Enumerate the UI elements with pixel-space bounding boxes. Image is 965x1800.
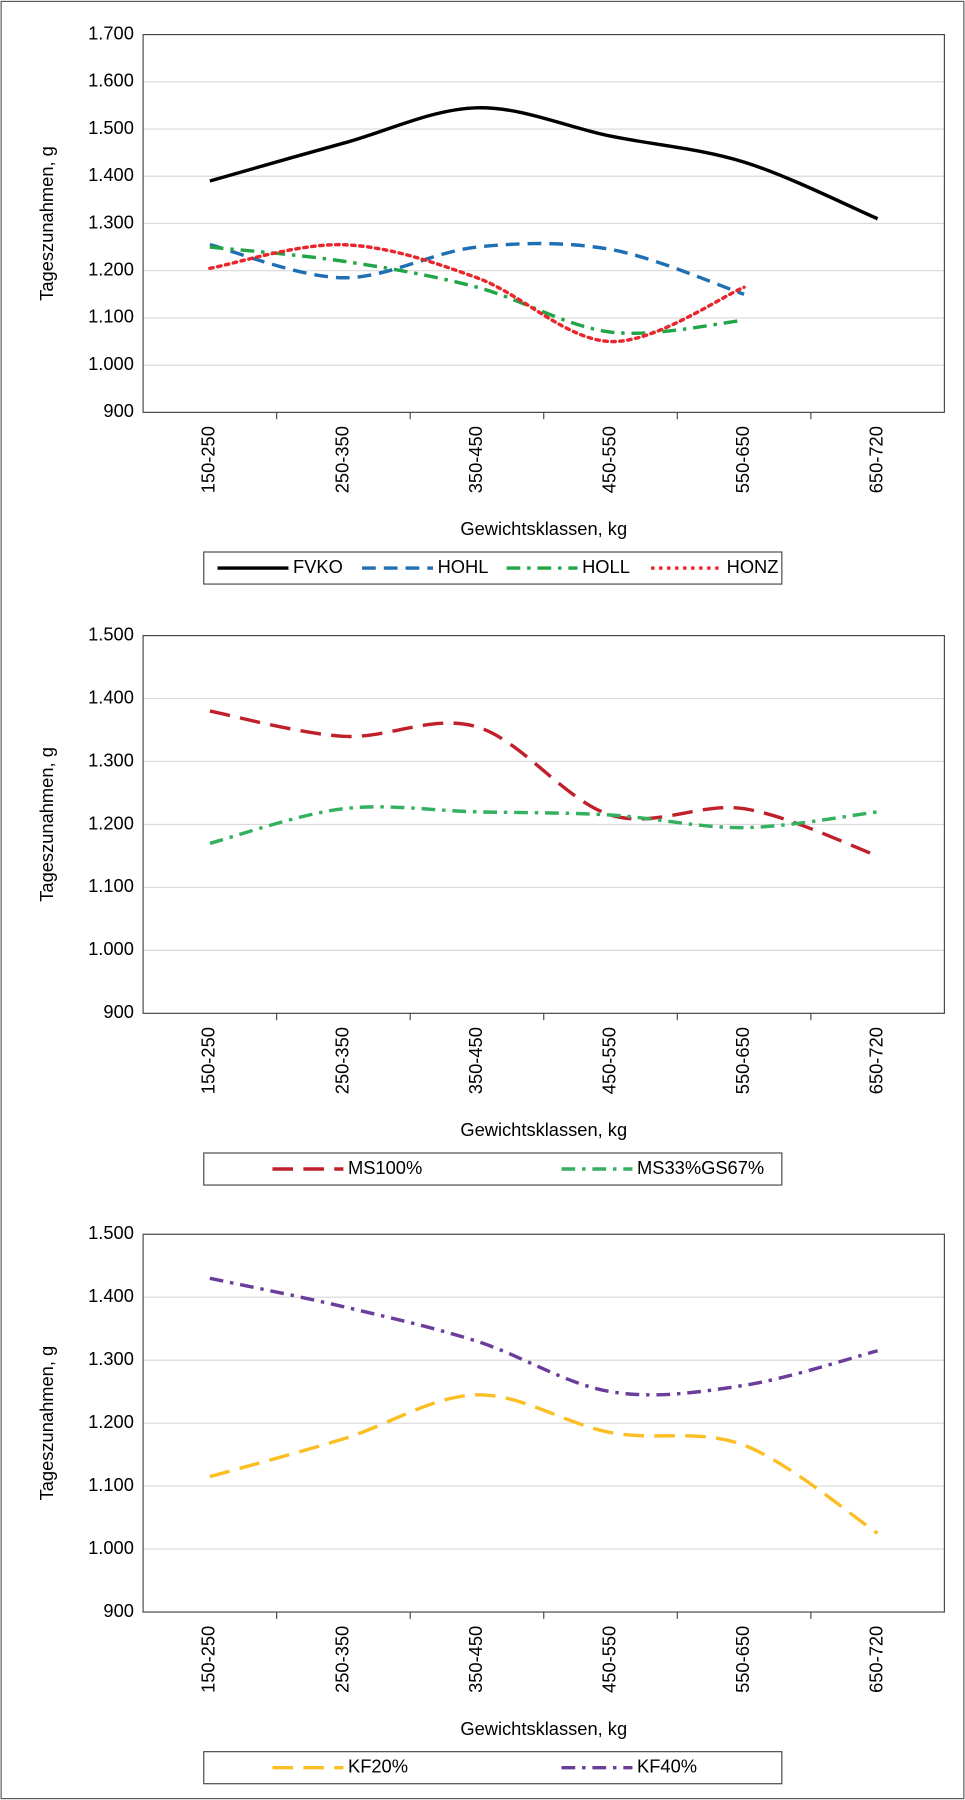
y-axis-title: Tageszunahmen, g bbox=[36, 747, 57, 902]
legend-box bbox=[203, 1152, 783, 1186]
y-tick-label: 1.500 bbox=[88, 1222, 134, 1243]
series-line bbox=[209, 245, 745, 335]
y-axis-title: Tageszunahmen, g bbox=[36, 146, 57, 301]
x-tick-label: 550-650 bbox=[732, 426, 753, 493]
y-tick-label: 1.500 bbox=[88, 117, 134, 138]
legend-label: KF20% bbox=[348, 1756, 408, 1777]
x-axis-title: Gewichtsklassen, kg bbox=[460, 518, 627, 539]
x-tick-label: 350-450 bbox=[465, 426, 486, 493]
series-line bbox=[209, 1276, 879, 1397]
series-line bbox=[209, 106, 879, 221]
y-tick-label: 900 bbox=[103, 1001, 134, 1022]
y-tick-label: 1.400 bbox=[88, 164, 134, 185]
legend-label: MS100% bbox=[348, 1157, 422, 1178]
legend-label: FVKO bbox=[293, 556, 343, 577]
legend-label: HOLL bbox=[582, 556, 630, 577]
x-tick-label: 650-720 bbox=[865, 426, 886, 493]
x-tick-label: 350-450 bbox=[465, 1626, 486, 1693]
series-line bbox=[209, 241, 745, 296]
y-tick-label: 1.300 bbox=[88, 211, 134, 232]
y-tick-label: 1.200 bbox=[88, 259, 134, 280]
y-tick-label: 1.000 bbox=[88, 353, 134, 374]
x-axis-title: Gewichtsklassen, kg bbox=[460, 1718, 627, 1739]
y-tick-label: 1.200 bbox=[88, 812, 134, 833]
y-tick-label: 1.200 bbox=[88, 1411, 134, 1432]
y-tick-label: 1.000 bbox=[88, 938, 134, 959]
y-tick-label: 1.100 bbox=[88, 875, 134, 896]
y-tick-label: 1.400 bbox=[88, 686, 134, 707]
x-tick-label: 450-550 bbox=[598, 1626, 619, 1693]
x-tick-label: 250-350 bbox=[331, 1626, 352, 1693]
legend-label: HONZ bbox=[727, 556, 779, 577]
y-tick-label: 1.400 bbox=[88, 1285, 134, 1306]
x-axis-title: Gewichtsklassen, kg bbox=[460, 1119, 627, 1140]
legend-label: HOHL bbox=[438, 556, 489, 577]
y-tick-label: 1.100 bbox=[88, 1474, 134, 1495]
x-tick-label: 550-650 bbox=[732, 1626, 753, 1693]
x-tick-label: 350-450 bbox=[465, 1027, 486, 1094]
x-tick-label: 450-550 bbox=[598, 1027, 619, 1094]
y-tick-label: 1.300 bbox=[88, 1348, 134, 1369]
legend-box bbox=[203, 551, 783, 585]
y-tick-label: 1.100 bbox=[88, 306, 134, 327]
x-tick-label: 150-250 bbox=[198, 426, 219, 493]
y-tick-label: 1.700 bbox=[88, 22, 134, 43]
y-tick-label: 1.500 bbox=[88, 623, 134, 644]
x-tick-label: 450-550 bbox=[598, 426, 619, 493]
legend-box bbox=[203, 1751, 783, 1785]
x-tick-label: 250-350 bbox=[331, 1027, 352, 1094]
y-axis-title: Tageszunahmen, g bbox=[36, 1346, 57, 1501]
x-tick-label: 250-350 bbox=[331, 426, 352, 493]
x-tick-label: 150-250 bbox=[198, 1626, 219, 1693]
legend-label: MS33%GS67% bbox=[637, 1157, 764, 1178]
x-tick-label: 150-250 bbox=[198, 1027, 219, 1094]
series-line bbox=[209, 1393, 879, 1535]
y-tick-label: 1.300 bbox=[88, 749, 134, 770]
x-tick-label: 550-650 bbox=[732, 1027, 753, 1094]
y-tick-label: 1.600 bbox=[88, 70, 134, 91]
y-tick-label: 900 bbox=[103, 1600, 134, 1621]
x-tick-label: 650-720 bbox=[865, 1027, 886, 1094]
y-tick-label: 900 bbox=[103, 400, 134, 421]
y-tick-label: 1.000 bbox=[88, 1537, 134, 1558]
x-tick-label: 650-720 bbox=[865, 1626, 886, 1693]
legend-label: KF40% bbox=[637, 1756, 697, 1777]
series-line bbox=[208, 242, 746, 344]
series-line bbox=[209, 709, 879, 858]
